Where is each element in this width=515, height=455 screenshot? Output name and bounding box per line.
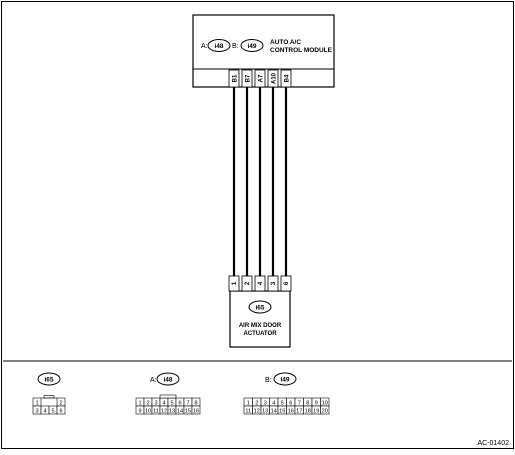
module-pin-label: A10 <box>271 72 277 84</box>
connector-pin-number: 13 <box>169 408 175 414</box>
connector-pin-number: 11 <box>153 408 159 414</box>
control-module-pins: B1 B7 A7 A10 B4 <box>228 69 292 88</box>
connector-pin-number: 14 <box>271 408 277 414</box>
connector-pin-number: 4 <box>272 400 275 406</box>
connector-pin-number: 5 <box>281 400 284 406</box>
connector-pin-number: 6 <box>59 408 62 414</box>
connector-pin-number: 19 <box>313 408 319 414</box>
control-module-name-line2: CONTROL MODULE <box>270 47 333 54</box>
connector-pin-number: 1 <box>35 400 38 406</box>
harness-wires <box>232 87 288 276</box>
connector-pin-number: 10 <box>145 408 151 414</box>
legend-i49-id: i49 <box>280 377 289 384</box>
connector-pin-number: 12 <box>254 408 260 414</box>
actuator-name-line1: AIR MIX DOOR <box>239 323 282 329</box>
connector-pin-number: 5 <box>170 400 173 406</box>
module-pin-label: B7 <box>245 74 251 82</box>
connector-pin-number: 2 <box>255 400 258 406</box>
connector-b-oval <box>240 39 264 52</box>
actuator-pin-3 <box>267 275 279 292</box>
legend-i48-id: i48 <box>163 377 172 384</box>
connector-pin-number: 9 <box>138 408 141 414</box>
legend-i49-oval <box>273 372 297 386</box>
actuator-pin-label: 2 <box>245 281 251 285</box>
connector-pin-number: 2 <box>146 400 149 406</box>
legend-i48-face: 1 2 3 4 5 6 7 89 10 11 12 13 14 15 16 <box>135 394 201 415</box>
connector-pin-number: 7 <box>186 400 189 406</box>
air-mix-door-actuator: i65 AIR MIX DOOR ACTUATOR <box>229 290 291 348</box>
connector-cell <box>56 405 66 415</box>
module-pin-label: A7 <box>258 74 264 82</box>
connector-b-prefix: B: <box>232 43 239 50</box>
legend-i65: i65 1 2 3 4 5 6 <box>32 372 66 415</box>
actuator-pin-label: 3 <box>271 281 277 285</box>
connector-pin-number: 4 <box>162 400 165 406</box>
connector-pin-number: 17 <box>296 408 302 414</box>
actuator-body <box>229 290 291 348</box>
legend-i65-face: 1 2 3 4 5 6 <box>32 395 66 415</box>
connector-pin-number: 16 <box>193 408 199 414</box>
connector-a-prefix: A: <box>201 43 208 50</box>
connector-pin-number: 3 <box>264 400 267 406</box>
legend-i48-prefix: A: <box>150 377 157 384</box>
connector-pin-number: 4 <box>43 408 46 414</box>
connector-pin-number: 13 <box>262 408 268 414</box>
connector-pin-number: 7 <box>298 400 301 406</box>
connector-pin-number: 8 <box>306 400 309 406</box>
connector-pin-number: 16 <box>288 408 294 414</box>
actuator-pins: 1 2 4 3 6 <box>228 275 292 292</box>
connector-pin-number: 20 <box>322 408 328 414</box>
connector-a-oval <box>207 39 231 52</box>
connector-cell <box>191 405 201 415</box>
connector-cell <box>320 405 330 415</box>
connector-pin-number: 6 <box>289 400 292 406</box>
connector-pin-number: 2 <box>59 400 62 406</box>
legend-i49-prefix: B: <box>265 377 272 384</box>
connector-pin-number: 14 <box>177 408 183 414</box>
legend-i65-id: i65 <box>44 377 53 384</box>
diagram-code: AC-01402 <box>477 440 509 447</box>
connector-key <box>43 395 55 399</box>
connector-a-id: i48 <box>214 43 223 50</box>
actuator-connector-id: i65 <box>255 305 264 312</box>
connector-key <box>159 394 177 399</box>
connector-pin-number: 15 <box>279 408 285 414</box>
module-pin-label: B1 <box>232 74 238 82</box>
connector-pin-number: 5 <box>51 408 54 414</box>
actuator-pin-4 <box>254 275 266 292</box>
control-module-name-line1: AUTO A/C <box>270 39 301 46</box>
legend-i48: A: i48 1 2 3 4 5 6 7 89 10 11 12 13 14 15 16 <box>135 372 201 415</box>
actuator-pin-label: 1 <box>232 281 238 285</box>
actuator-pin-label: 6 <box>284 281 290 285</box>
connector-pin-number: 8 <box>194 400 197 406</box>
actuator-pin-1 <box>228 275 240 292</box>
legend-i65-oval <box>37 372 61 386</box>
connector-pin-number: 6 <box>178 400 181 406</box>
legend-i48-oval <box>156 372 180 386</box>
connector-pin-number: 15 <box>185 408 191 414</box>
connector-pin-number: 1 <box>138 400 141 406</box>
connector-pin-number: 9 <box>315 400 318 406</box>
actuator-pin-label: 4 <box>258 281 264 285</box>
connector-pin-number: 3 <box>154 400 157 406</box>
actuator-pin-2 <box>241 275 253 292</box>
connector-pin-number: 18 <box>305 408 311 414</box>
connector-pin-number: 10 <box>322 400 328 406</box>
connector-b-id: i49 <box>247 43 256 50</box>
module-pin-label: B4 <box>284 74 290 82</box>
actuator-connector-oval <box>248 300 272 314</box>
actuator-name-line2: ACTUATOR <box>243 331 277 337</box>
actuator-pin-6 <box>280 275 292 292</box>
connector-pin-number: 3 <box>35 408 38 414</box>
connector-pin-number: 12 <box>161 408 167 414</box>
connector-pin-number: 11 <box>245 408 251 414</box>
connector-pin-number: 1 <box>247 400 250 406</box>
